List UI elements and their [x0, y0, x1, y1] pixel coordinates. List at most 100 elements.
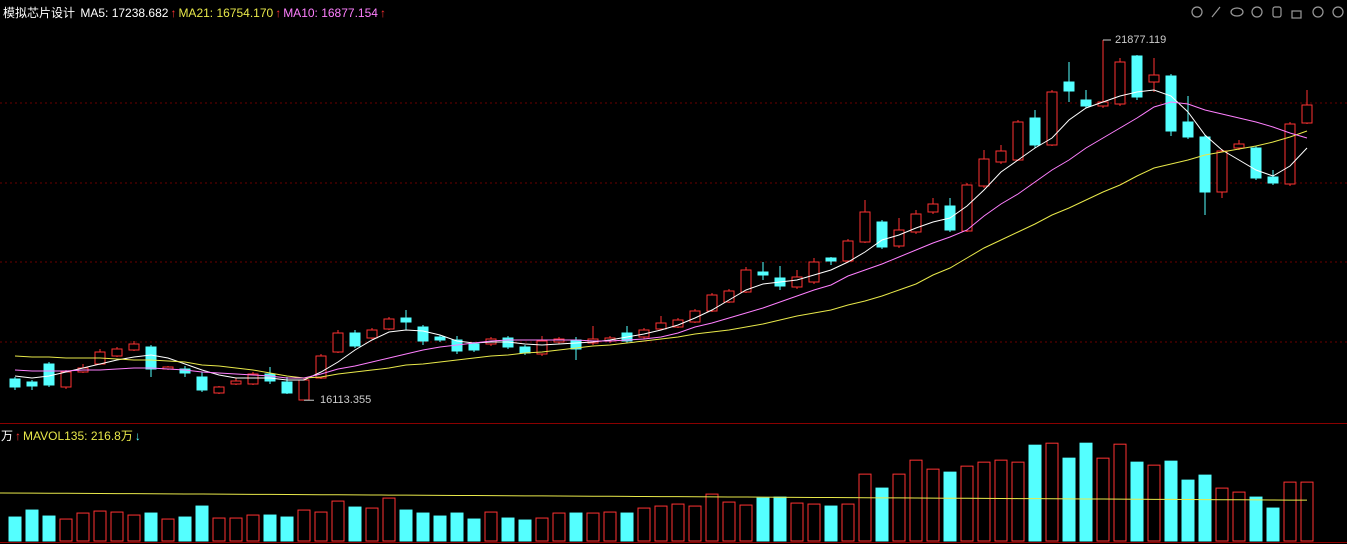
lock-icon[interactable]	[1291, 10, 1302, 19]
volume-bar	[977, 461, 991, 542]
volume-bar	[807, 503, 821, 542]
candle-body	[672, 319, 684, 328]
volume-bar	[246, 514, 260, 542]
candle-body	[1267, 176, 1279, 184]
volume-bar	[603, 511, 617, 542]
volume-unit: 万	[1, 429, 14, 443]
grid	[0, 102, 1347, 343]
volume-bar	[875, 487, 889, 542]
candle-body	[706, 294, 718, 312]
candle-body	[281, 381, 293, 394]
candle-body	[655, 322, 667, 330]
volume-bar	[688, 505, 702, 542]
volume-legend: 万 ↑ MAVOL135: 216.8万 ↓	[1, 427, 143, 444]
candle-body	[60, 371, 72, 388]
volume-bar	[722, 501, 736, 542]
volume-bar	[365, 507, 379, 542]
volume-bar	[127, 514, 141, 542]
volume-bar	[535, 517, 549, 542]
volume-bar	[756, 497, 770, 542]
candle-body	[1284, 123, 1296, 185]
volume-bar	[1079, 442, 1093, 542]
ma-legend: MA5: 17238.682 ↑ MA21: 16754.170 ↑ MA10: 168…	[80, 6, 388, 20]
volume-bar	[161, 518, 175, 542]
volume-bar	[297, 509, 311, 542]
volume-bar	[450, 512, 464, 542]
volume-bar	[858, 473, 872, 542]
volume-bar	[1028, 444, 1042, 542]
ma-legend-entry: MA10: 16877.154	[283, 6, 378, 20]
volume-bar	[42, 515, 56, 542]
ma-line	[14, 101, 1308, 379]
low-annotation: 16113.355	[320, 394, 371, 406]
volume-bar	[569, 512, 583, 542]
eye-icon[interactable]	[1251, 6, 1263, 18]
arrow: ↑	[275, 6, 282, 20]
candle-body	[230, 380, 242, 385]
candle-body	[791, 276, 803, 288]
hand-icon[interactable]	[1272, 6, 1282, 18]
candle-body	[1080, 99, 1092, 107]
candle-body	[383, 318, 395, 330]
volume-bar	[1300, 481, 1314, 542]
volume-bar	[280, 516, 294, 542]
zoom-out-icon[interactable]	[1332, 6, 1344, 18]
volume-bar	[1283, 481, 1297, 542]
volume-bar	[382, 497, 396, 542]
candle-body	[927, 203, 939, 213]
volume-bar	[348, 506, 362, 542]
settings-icon[interactable]	[1191, 6, 1203, 18]
view-icon[interactable]	[1230, 7, 1244, 17]
candle-body	[332, 332, 344, 353]
candle-body	[417, 326, 429, 342]
volume-bar	[586, 512, 600, 542]
volume-bar	[1147, 464, 1161, 542]
volume-bar	[654, 505, 668, 542]
candle-body	[400, 317, 412, 323]
candle-body	[26, 381, 38, 387]
arrow: ↑	[170, 6, 177, 20]
volume-bar	[790, 502, 804, 542]
candle-body	[519, 346, 531, 354]
volume-bar	[59, 518, 73, 542]
volume-bar	[518, 519, 532, 542]
candle-body	[978, 158, 990, 187]
volume-bar	[552, 512, 566, 542]
volume-bar	[314, 511, 328, 542]
stock-name: 模拟芯片设计	[3, 6, 76, 20]
candle-body	[1250, 147, 1262, 179]
candle-body	[1233, 143, 1245, 149]
volume-bar	[1181, 479, 1195, 542]
candle-body	[1182, 121, 1194, 138]
candle-body	[689, 310, 701, 323]
volume-bar	[416, 512, 430, 542]
volume-bar	[1164, 460, 1178, 542]
candle-body	[536, 340, 548, 355]
high-annotation: 21877.119	[1115, 34, 1166, 46]
candle-body	[1097, 101, 1109, 107]
draw-icon[interactable]	[1211, 6, 1221, 18]
candle-body	[876, 221, 888, 248]
candle-body	[1148, 74, 1160, 83]
ma-legend-entry: MA21: 16754.170	[178, 6, 274, 20]
volume-bar	[926, 468, 940, 542]
volume-bar	[1232, 491, 1246, 542]
volume-bar	[909, 459, 923, 542]
candle-body	[740, 269, 752, 293]
volume-bar	[943, 471, 957, 542]
candle-body	[9, 378, 21, 388]
volume-bar	[331, 500, 345, 542]
candle-body	[145, 346, 157, 370]
volume-bar	[1249, 496, 1263, 542]
mavol-line	[0, 492, 1308, 501]
zoom-in-icon[interactable]	[1312, 6, 1324, 18]
volume-bar	[8, 516, 22, 542]
candle-body	[128, 343, 140, 351]
volume-bar	[824, 505, 838, 542]
candle-body	[247, 373, 259, 385]
candle-body	[1012, 121, 1024, 161]
arrow: ↑	[15, 429, 22, 443]
candle-body	[213, 386, 225, 394]
candle-body	[43, 363, 55, 386]
